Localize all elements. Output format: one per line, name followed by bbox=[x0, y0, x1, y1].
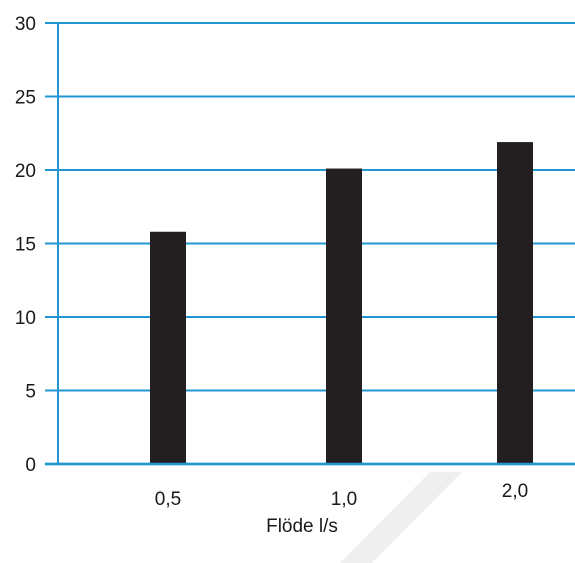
bar-2 bbox=[326, 168, 362, 464]
x-tick-label: 2,0 bbox=[502, 481, 528, 502]
x-tick-labels: 0,5 1,0 2,0 bbox=[155, 481, 528, 510]
y-tick-labels: 0 5 10 15 20 25 30 bbox=[15, 14, 36, 476]
y-tick-label: 20 bbox=[15, 161, 36, 182]
y-tick-label: 10 bbox=[15, 308, 36, 329]
grid-lines bbox=[45, 22, 575, 466]
x-axis-label: Flöde l/s bbox=[266, 516, 338, 537]
bar-3 bbox=[497, 142, 533, 464]
y-tick-label: 25 bbox=[15, 88, 36, 109]
bar-1 bbox=[150, 231, 186, 464]
x-tick-label: 0,5 bbox=[155, 489, 181, 510]
x-tick-label: 1,0 bbox=[331, 489, 357, 510]
y-tick-label: 5 bbox=[25, 382, 36, 403]
y-tick-label: 15 bbox=[15, 235, 36, 256]
y-tick-label: 0 bbox=[25, 455, 36, 476]
y-tick-label: 30 bbox=[15, 14, 36, 35]
bars bbox=[150, 142, 533, 464]
watermark-shape bbox=[340, 472, 462, 563]
